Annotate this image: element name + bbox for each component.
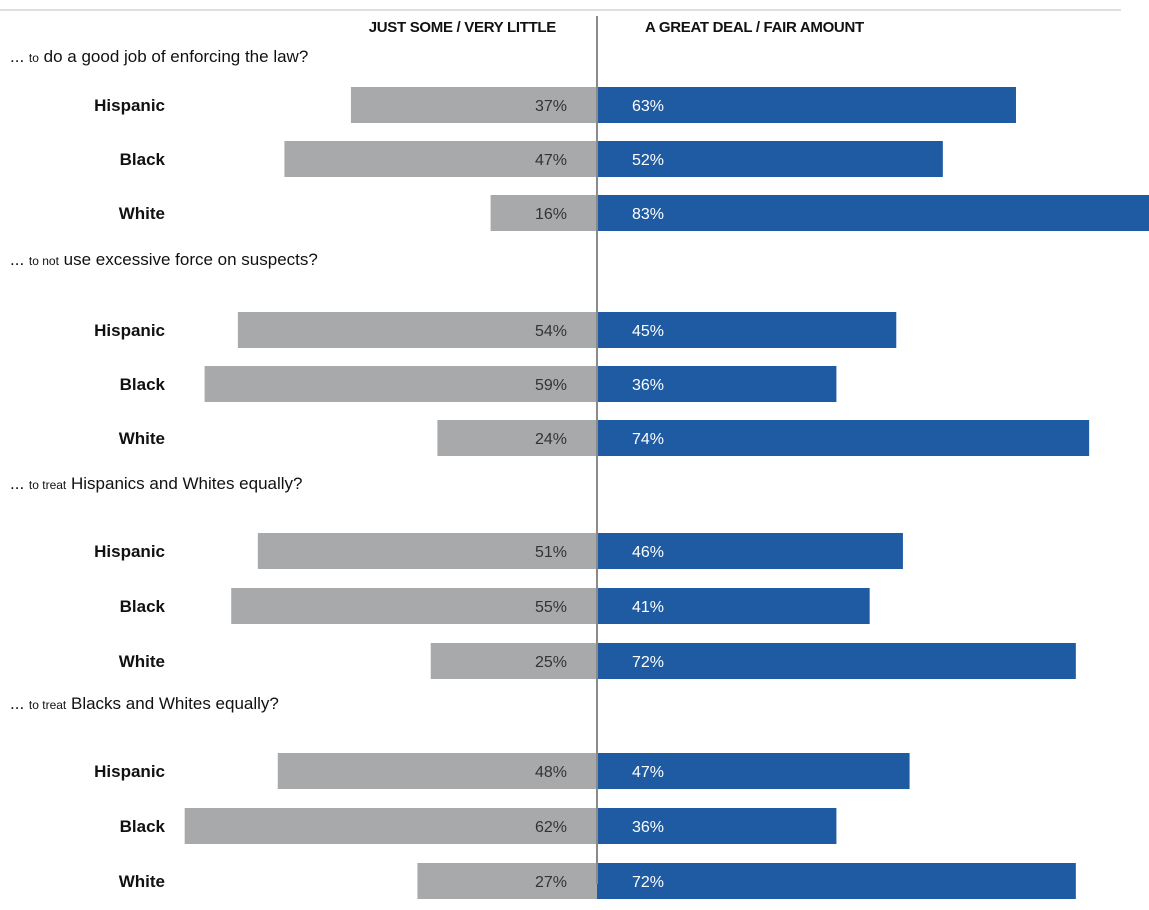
question-1-white-right-bar [597,195,1149,231]
question-2-hispanic-left-value: 54% [535,323,567,340]
question-4-black-label: Black [120,817,166,836]
question-3-white-right-value: 72% [632,654,664,671]
question-3-hispanic-label: Hispanic [94,542,165,561]
question-4-hispanic-left-value: 48% [535,764,567,781]
question-3-black-right-value: 41% [632,599,664,616]
question-3-white-label: White [119,652,165,671]
question-3-black-left-bar [231,588,598,624]
question-2-text: ... to not use excessive force on suspec… [10,250,318,269]
question-4-white-label: White [119,872,165,891]
question-2-black-left-bar [204,366,598,402]
right-column-header: A GREAT DEAL / FAIR AMOUNT [645,19,864,36]
question-3-hispanic-right-bar [597,533,903,569]
question-4-hispanic-left-bar [277,753,597,789]
question-4-white-left-value: 27% [535,874,567,891]
question-2-black-right-value: 36% [632,377,664,394]
question-1-black-left-value: 47% [535,152,567,169]
question-4-black-left-bar [184,808,597,844]
question-3-black-label: Black [120,597,166,616]
question-3-hispanic-right-value: 46% [632,544,664,561]
question-2-black-right-bar [597,366,837,402]
question-2-white-right-bar [597,420,1090,456]
question-2-hispanic-right-bar [597,312,897,348]
question-1-hispanic-left-value: 37% [535,98,567,115]
question-1-black-left-bar [284,141,597,177]
question-4-white-right-bar [597,863,1076,899]
question-1-hispanic-right-value: 63% [632,98,664,115]
question-1-white-left-value: 16% [535,206,567,223]
question-4-hispanic-right-bar [597,753,910,789]
question-3-black-right-bar [597,588,870,624]
question-3-white-left-bar [430,643,597,679]
question-1-hispanic-label: Hispanic [94,96,165,115]
question-2-hispanic-label: Hispanic [94,321,165,340]
question-1-black-right-value: 52% [632,152,664,169]
question-3-white-right-bar [597,643,1076,679]
question-4-hispanic-right-value: 47% [632,764,664,781]
left-column-header: JUST SOME / VERY LITTLE [369,19,557,36]
question-3-hispanic-left-value: 51% [535,544,567,561]
question-4-black-right-bar [597,808,837,844]
question-2-hispanic-right-value: 45% [632,323,664,340]
question-4-text: ... to treat Blacks and Whites equally? [10,694,279,713]
question-4-black-right-value: 36% [632,819,664,836]
question-3-text: ... to treat Hispanics and Whites equall… [10,474,303,493]
question-3-hispanic-left-bar [257,533,597,569]
question-1-white-label: White [119,204,165,223]
question-4-white-left-bar [417,863,597,899]
question-1-text: ... to do a good job of enforcing the la… [10,47,308,66]
question-4-white-right-value: 72% [632,874,664,891]
question-1-hispanic-left-bar [350,87,597,123]
question-3-white-left-value: 25% [535,654,567,671]
question-4-black-left-value: 62% [535,819,567,836]
question-2-hispanic-left-bar [237,312,597,348]
question-2-white-left-bar [437,420,597,456]
question-2-white-right-value: 74% [632,431,664,448]
question-4-hispanic-label: Hispanic [94,762,165,781]
bars-layer: ... to do a good job of enforcing the la… [10,47,1149,899]
question-1-black-right-bar [597,141,943,177]
question-2-white-label: White [119,429,165,448]
question-2-white-left-value: 24% [535,431,567,448]
question-1-black-label: Black [120,150,166,169]
question-3-black-left-value: 55% [535,599,567,616]
question-2-black-label: Black [120,375,166,394]
question-1-white-left-bar [490,195,597,231]
question-1-white-right-value: 83% [632,206,664,223]
question-2-black-left-value: 59% [535,377,567,394]
question-1-hispanic-right-bar [597,87,1016,123]
